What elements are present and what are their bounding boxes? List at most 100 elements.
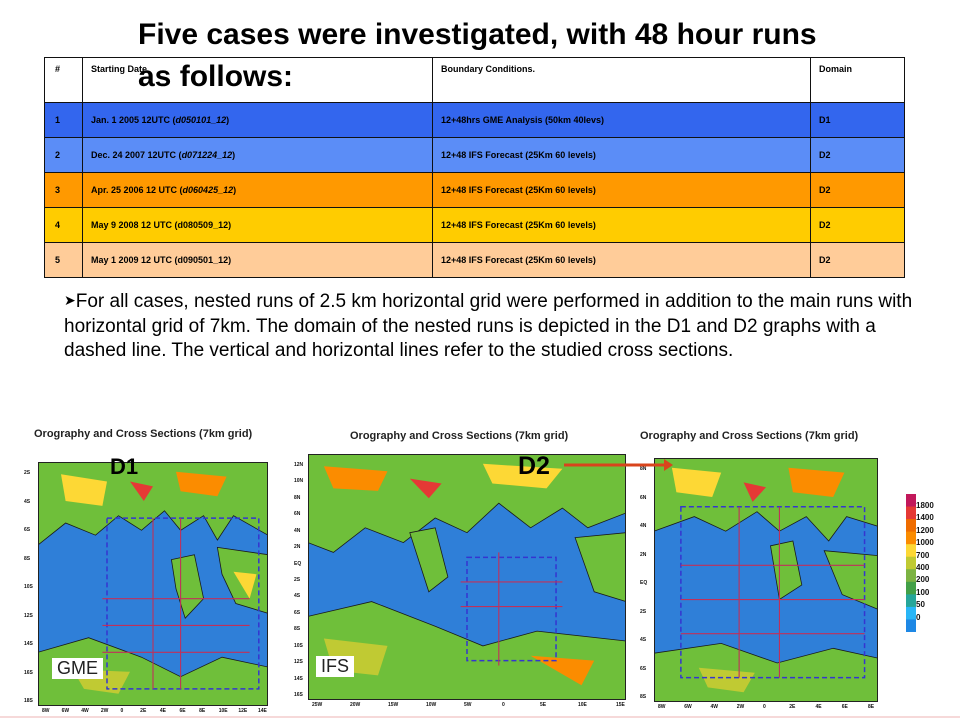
lon-tick-label: 0 [120,708,124,714]
lat-tick-label: 6S [294,609,301,616]
lon-tick-label: 6W [61,708,70,714]
lon-tick-label: 25W [312,702,323,708]
colorbar-segment [906,581,916,595]
case-domain: D2 [810,207,905,243]
orography-patch [671,467,722,497]
lat-tick-label: 8S [24,555,31,562]
header-boundary-conditions: Boundary Conditions. [432,57,811,103]
orography-patch [130,481,153,501]
map-ifs: Orography and Cross Sections (7km grid) … [288,424,634,716]
case-number: 3 [44,172,83,208]
case-domain: D1 [810,102,905,138]
case-number: 2 [44,137,83,173]
lat-tick-label: EQ [640,580,648,586]
cases-table: # Starting Date Boundary Conditions. Dom… [44,57,905,278]
colorbar-segment [906,594,916,608]
lon-tick-label: 4W [81,708,89,714]
case-code: d071224_12 [181,150,233,160]
ifs-label: IFS [316,656,355,677]
map-d1-gme: Orography and Cross Sections (7km grid) … [24,420,280,718]
lon-tick-label: 8E [868,704,875,710]
land-mass [170,554,205,619]
case-boundary-conditions: 12+48 IFS Forecast (25Km 60 levels) [432,172,811,208]
lat-tick-label: 2N [294,544,301,551]
header-starting-date: Starting Date [82,57,433,103]
lon-tick-label: 10W [426,702,437,708]
orography-patch [409,478,442,499]
case-number: 1 [44,102,83,138]
lat-tick-label: 4S [640,637,647,643]
land-mass [574,532,626,603]
nested-domain-box [466,556,557,662]
lat-tick-label: 12S [24,612,33,619]
case-boundary-conditions: 12+48hrs GME Analysis (50km 40levs) [432,102,811,138]
table-header-row: # Starting Date Boundary Conditions. Dom… [44,57,905,103]
lon-tick-label: 10E [218,708,228,714]
lat-tick-label: 12S [294,659,303,666]
colorbar-labels: 1800 1400 1200 1000 700 400 200 100 50 0 [916,500,934,624]
case-domain: D2 [810,172,905,208]
table-row: 5 May 1 2009 12 UTC (d090501_12) 12+48 IFS… [44,242,905,278]
colorbar-segment [906,531,916,545]
lon-tick-label: 4E [159,708,166,714]
lat-tick-label: 4N [640,523,647,529]
colorbar-level: 1000 [916,538,934,548]
colorbar-segment [906,544,916,558]
lat-tick-label: 12N [294,462,304,468]
colorbar-segment [906,519,916,533]
lat-tick-label: 14S [24,641,33,647]
case-date-close: ) [233,185,237,195]
colorbar-level: 1400 [916,513,934,523]
table-row: 1 Jan. 1 2005 12UTC (d050101_12) 12+48hrs … [44,102,905,138]
case-domain: D2 [810,137,905,173]
case-date-close: ) [232,150,236,160]
lat-tick-label: 8N [640,466,647,472]
case-date-text: Jan. 1 2005 12UTC ( [91,115,176,125]
lon-tick-label: 0 [763,704,766,710]
map-d1-title: Orography and Cross Sections (7km grid) [34,428,253,440]
lat-tick-label: 2S [640,608,647,615]
slide-title: Five cases were investigated, with 48 ho… [138,18,817,93]
colorbar-segment [906,506,916,520]
lon-tick-label: 5E [540,702,547,708]
lon-tick-label: 12E [238,708,248,714]
lat-tick-label: 10N [294,478,304,485]
body-text-content: For all cases, nested runs of 2.5 km hor… [64,291,913,361]
lat-tick-label: 4S [24,498,31,505]
case-date-close: ) [226,115,230,125]
colorbar-level: 0 [916,612,921,622]
arrow-bullet-icon: ➤ [64,292,76,308]
lat-tick-label: 10S [24,584,33,590]
lon-tick-label: 6E [179,708,186,714]
colorbar-level: 50 [916,600,925,610]
orography-patch [698,667,755,693]
lon-tick-label: 6E [841,704,848,710]
lat-tick-label: 4S [294,593,301,600]
case-date-text: Apr. 25 2006 12 UTC ( [91,185,183,195]
orography-colorbar [906,494,916,632]
map-frame [654,458,878,702]
lat-tick-label: 6S [24,527,31,533]
orography-patch [176,471,227,497]
case-code: d060425_12 [182,185,234,195]
orography-patch [323,466,388,491]
lat-tick-label: 16S [294,692,303,698]
map-d2: Orography and Cross Sections (7km grid) … [634,424,898,716]
case-starting-date: Dec. 24 2007 12UTC (d071224_12) [82,137,433,173]
lat-tick-label: 8N [294,494,301,501]
lon-tick-label: 2E [140,708,147,714]
lat-tick-label: 10S [294,642,303,649]
map-d2-label: D2 [518,452,550,480]
lat-tick-label: 16S [24,669,33,676]
map-d1-label: D1 [110,454,139,479]
lat-tick-label: 2S [24,470,31,476]
lat-tick-label: 2N [640,551,647,558]
lon-tick-label: 10E [578,702,587,708]
gme-label: GME [52,658,104,679]
map-ifs-title: Orography and Cross Sections (7km grid) [350,430,569,442]
colorbar-level: 400 [916,562,930,572]
colorbar-segment [906,569,916,583]
header-domain: Domain [810,57,905,103]
lon-tick-label: 15W [388,702,399,708]
table-row: 4 May 9 2008 12 UTC (d080509_12) 12+48 IFS… [44,207,905,243]
